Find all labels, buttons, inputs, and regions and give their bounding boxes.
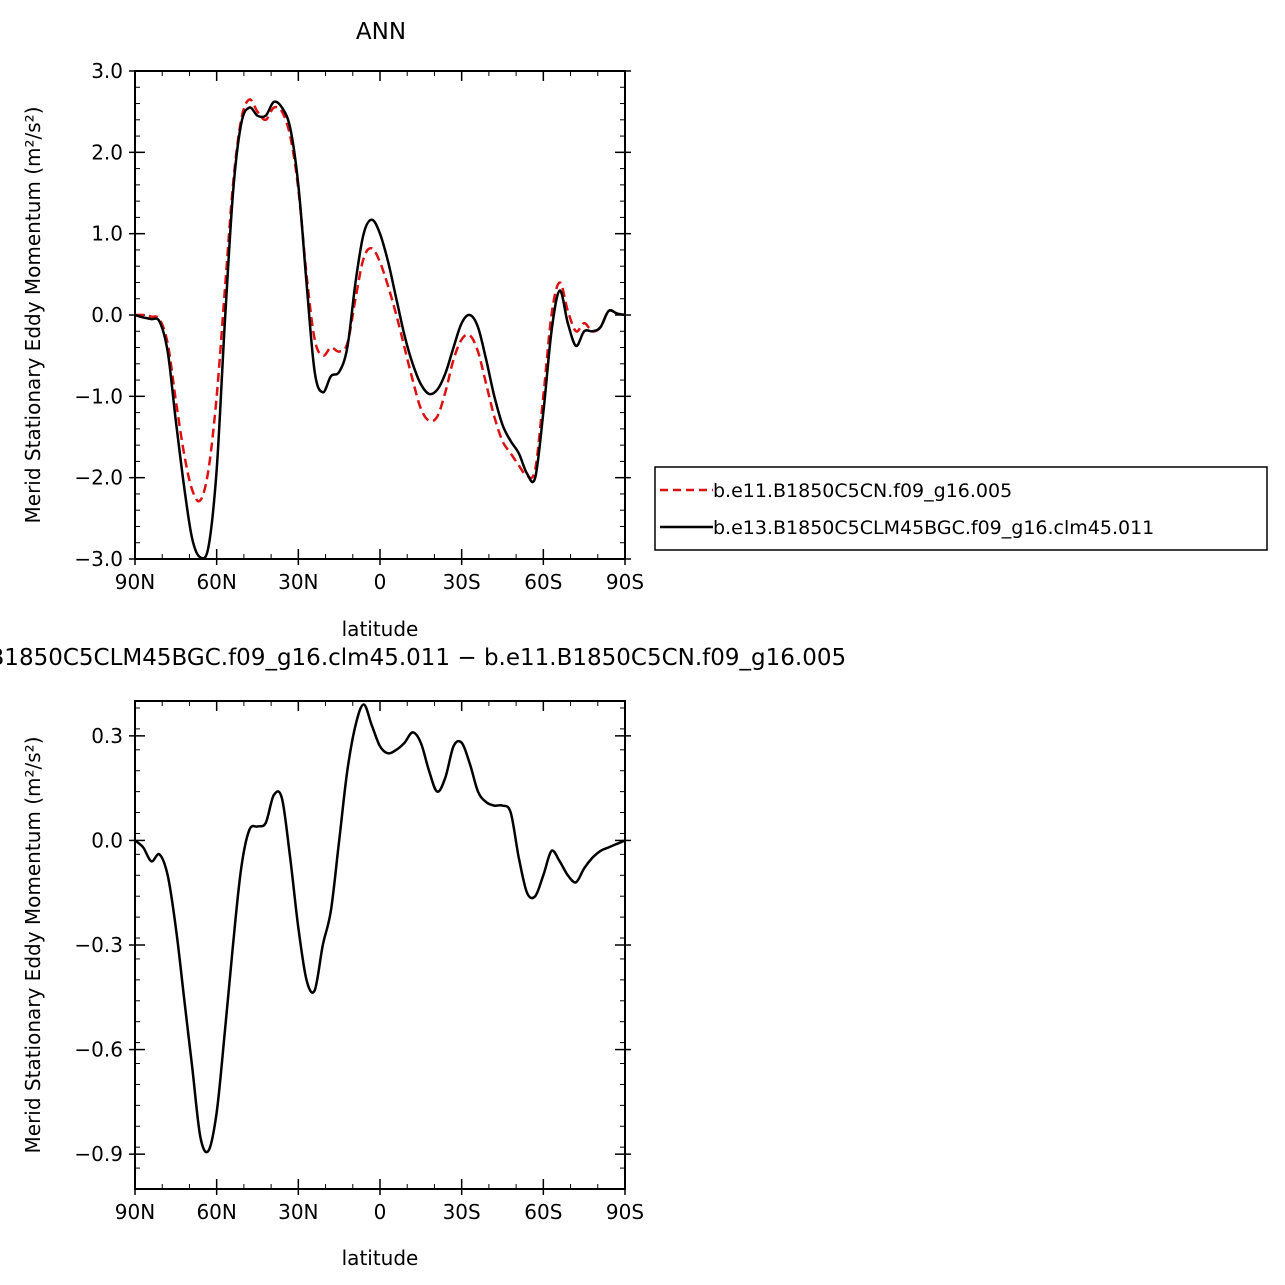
y-tick-label: −2.0 (74, 466, 123, 490)
y-tick-label: −0.3 (74, 933, 123, 957)
y-tick-label: 2.0 (91, 140, 123, 164)
x-tick-label: 90S (606, 1200, 644, 1224)
series-line-0 (134, 703, 626, 1154)
legend-label-control: b.e11.B1850C5CN.f09_g16.005 (713, 480, 1012, 502)
series-line-0 (134, 98, 626, 503)
y-tick-label: −0.9 (74, 1142, 123, 1166)
difference-title: b.e13.B1850C5CLM45BGC.f09_g16.clm45.011 … (0, 645, 846, 671)
legend: b.e11.B1850C5CN.f09_g16.005 b.e13.B1850C… (654, 466, 1268, 551)
y-axis-label: Merid Stationary Eddy Momentum (m²/s²) (21, 107, 45, 524)
series-group (134, 703, 626, 1154)
x-tick-label: 0 (374, 570, 387, 594)
x-tick-label: 30S (443, 1200, 481, 1224)
x-tick-label: 60N (196, 570, 236, 594)
y-tick-label: 3.0 (91, 59, 123, 83)
x-tick-label: 60N (196, 1200, 236, 1224)
x-tick-label: 60S (524, 1200, 562, 1224)
y-tick-label: 0.0 (91, 303, 123, 327)
x-tick-label: 30N (278, 1200, 318, 1224)
y-tick-label: −0.6 (74, 1038, 123, 1062)
x-tick-label: 30S (443, 570, 481, 594)
x-axis-label: latitude (342, 1246, 419, 1270)
chart-title: ANN (356, 19, 406, 45)
legend-label-case: b.e13.B1850C5CLM45BGC.f09_g16.clm45.011 (713, 517, 1154, 539)
series-line-1 (134, 100, 626, 560)
bottom-panel: b.e13.B1850C5CLM45BGC.f09_g16.clm45.011 … (0, 645, 846, 1270)
y-tick-label: 0.3 (91, 724, 123, 748)
x-tick-label: 90S (606, 570, 644, 594)
x-tick-labels: 90N 60N 30N 0 30S 60S 90S (115, 1200, 644, 1224)
top-panel: ANN 90N 60N 30N 0 30S 60S 90S −3.0 −2.0 −1.0 0.0 1… (21, 19, 1268, 641)
x-tick-label: 90N (115, 1200, 155, 1224)
axis-ticks (129, 70, 631, 565)
x-tick-label: 0 (374, 1200, 387, 1224)
x-tick-label: 90N (115, 570, 155, 594)
legend-box (654, 466, 1268, 551)
y-tick-label: −3.0 (74, 547, 123, 571)
series-group (134, 98, 626, 560)
x-tick-label: 60S (524, 570, 562, 594)
x-tick-label: 30N (278, 570, 318, 594)
y-axis-label: Merid Stationary Eddy Momentum (m²/s²) (21, 737, 45, 1154)
y-tick-labels: −3.0 −2.0 −1.0 0.0 1.0 2.0 3.0 (74, 59, 123, 571)
y-tick-label: 1.0 (91, 222, 123, 246)
plot-frame (134, 700, 626, 1190)
axis-ticks (129, 701, 631, 1195)
y-tick-label: 0.0 (91, 828, 123, 852)
y-tick-labels: −0.9 −0.6 −0.3 0.0 0.3 (74, 724, 123, 1166)
y-tick-label: −1.0 (74, 384, 123, 408)
x-tick-labels: 90N 60N 30N 0 30S 60S 90S (115, 570, 644, 594)
x-axis-label: latitude (342, 617, 419, 641)
